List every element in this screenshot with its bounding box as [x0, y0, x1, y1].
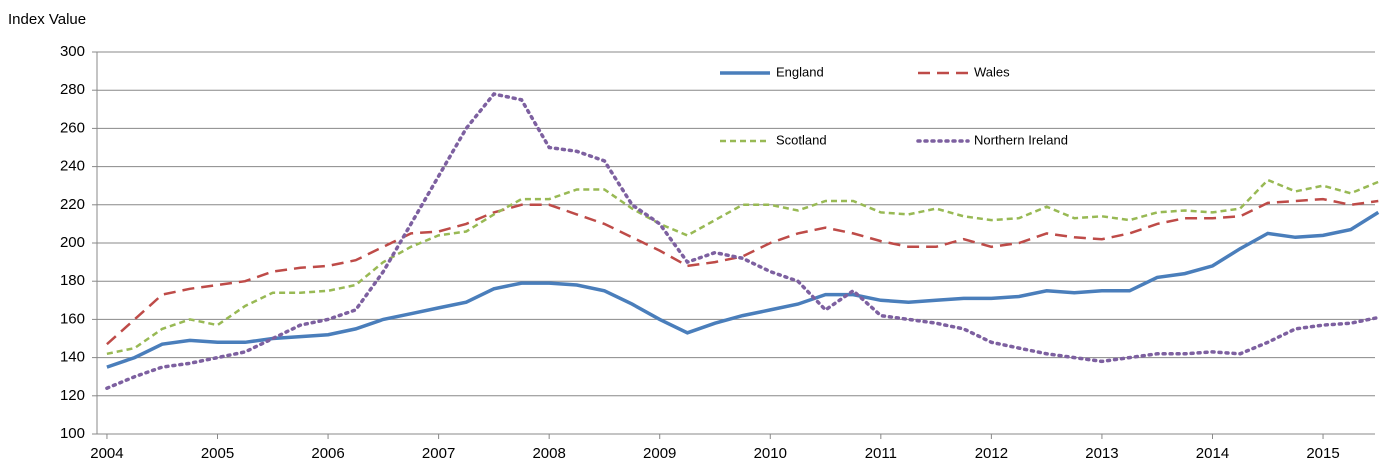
y-tick-label: 300: [60, 43, 85, 60]
y-tick-label: 280: [60, 81, 85, 98]
x-tick-label: 2006: [311, 445, 344, 462]
x-tick-label: 2010: [754, 445, 787, 462]
y-tick-label: 200: [60, 234, 85, 251]
x-tick-label: 2012: [975, 445, 1008, 462]
y-tick-label: 260: [60, 119, 85, 136]
x-tick-label: 2015: [1306, 445, 1339, 462]
y-tick-label: 160: [60, 310, 85, 327]
legend-label: Scotland: [776, 132, 827, 147]
x-tick-label: 2009: [643, 445, 676, 462]
y-tick-label: 140: [60, 349, 85, 366]
line-series: [106, 178, 1379, 356]
legend-label: Northern Ireland: [974, 132, 1068, 147]
line-series: [106, 197, 1379, 346]
x-tick-label: 2005: [201, 445, 234, 462]
x-tick-label: 2007: [422, 445, 455, 462]
x-tick-label: 2004: [90, 445, 123, 462]
legend-label: Wales: [974, 64, 1010, 79]
x-tick-label: 2008: [532, 445, 565, 462]
y-tick-label: 240: [60, 158, 85, 175]
x-tick-label: 2013: [1085, 445, 1118, 462]
y-tick-label: 180: [60, 272, 85, 289]
line-series: [105, 92, 1381, 390]
y-axis-label: Index Value: [8, 11, 86, 28]
y-tick-label: 100: [60, 425, 85, 442]
x-tick-label: 2014: [1196, 445, 1229, 462]
y-tick-label: 120: [60, 387, 85, 404]
y-tick-label: 220: [60, 196, 85, 213]
legend-label: England: [776, 64, 824, 79]
x-tick-label: 2011: [865, 445, 897, 462]
line-series: [106, 210, 1380, 369]
